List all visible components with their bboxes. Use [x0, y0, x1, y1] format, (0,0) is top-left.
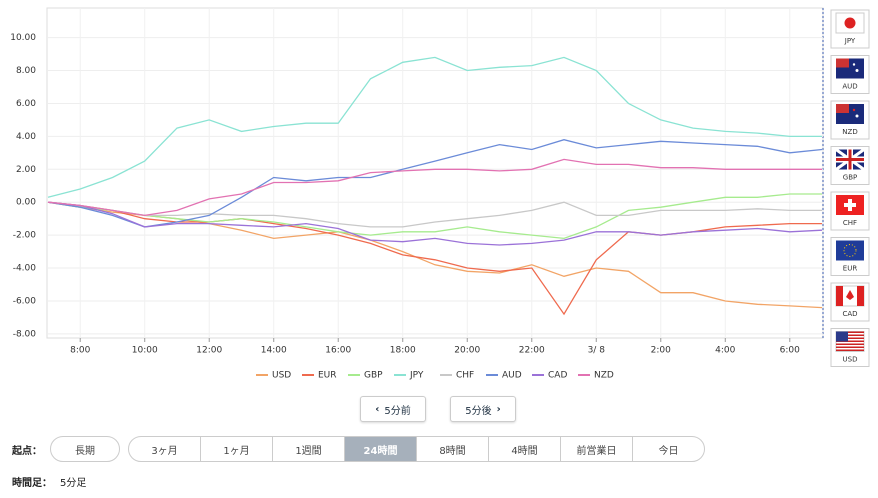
series-line	[47, 139, 823, 228]
flag-part	[836, 158, 864, 161]
series-line	[47, 158, 822, 217]
x-tick-label: 3/ 8	[588, 346, 606, 356]
legend-label: USD	[272, 371, 291, 381]
flag-item[interactable]: CAD	[830, 282, 870, 322]
chart: 10.00 8.00 6.00 4.00 2.00 0.00 -2.00 -4.00 -6.00…	[10, 7, 870, 381]
flag-part	[836, 349, 864, 351]
y-tick-label: 10.00	[10, 33, 36, 43]
series-line	[47, 193, 822, 240]
x-tick-label: 8:00	[70, 346, 90, 356]
series-line	[47, 56, 822, 198]
flag-part	[836, 343, 864, 345]
y-tick-label: 8.00	[16, 66, 36, 76]
flag-part	[852, 63, 856, 66]
flag-part	[836, 334, 864, 336]
flag-label: AUD	[842, 83, 857, 91]
legend-label: JPY	[409, 371, 424, 381]
range-tab[interactable]: 1ヶ月	[200, 436, 273, 462]
legend-label: NZD	[594, 371, 614, 381]
flag-part	[855, 114, 859, 118]
range-tab[interactable]: 長期	[50, 436, 120, 462]
flag-part	[846, 290, 854, 300]
flag-label: CAD	[842, 310, 857, 318]
flag-part	[836, 240, 864, 261]
y-tick-label: -4.00	[13, 264, 37, 274]
legend-label: EUR	[318, 371, 337, 381]
x-tick-label: 16:00	[325, 346, 351, 356]
series-line	[47, 201, 823, 246]
flag-part	[844, 17, 856, 29]
flag-part	[836, 331, 864, 333]
legend-label: GBP	[364, 371, 383, 381]
range-tab[interactable]: 1週間	[272, 436, 345, 462]
y-tick-label: 4.00	[16, 132, 36, 142]
y-tick-label: 0.00	[16, 198, 36, 208]
interval-value: 5分足	[60, 478, 87, 489]
range-label: 起点：	[12, 446, 42, 457]
flag-item[interactable]: GBP	[830, 146, 870, 185]
range-tab[interactable]: 今日	[632, 436, 705, 462]
range-tab[interactable]: 24時間	[344, 436, 417, 462]
flag-item[interactable]: EUR	[830, 237, 870, 276]
range-tab[interactable]: 前営業日	[560, 436, 633, 462]
y-tick-label: -8.00	[13, 329, 37, 339]
flag-part	[844, 203, 856, 207]
plot-area	[46, 7, 824, 339]
y-tick-label: 6.00	[16, 99, 36, 109]
x-tick-label: 6:00	[780, 346, 800, 356]
range-tab[interactable]: 3ヶ月	[128, 436, 201, 462]
flag-part	[836, 58, 849, 68]
x-tick-label: 12:00	[196, 346, 222, 356]
flag-label: GBP	[843, 174, 857, 182]
flag-item[interactable]: JPY	[830, 9, 870, 49]
flag-part	[836, 340, 864, 342]
y-tick-label: -6.00	[13, 296, 37, 306]
flag-item[interactable]: AUD	[830, 55, 870, 94]
y-tick-label: -2.00	[13, 231, 37, 241]
x-tick-label: 18:00	[390, 346, 416, 356]
x-tick-label: 10:00	[132, 346, 158, 356]
flag-label: CHF	[843, 219, 857, 227]
legend-label: CHF	[456, 371, 474, 381]
flag-part	[855, 69, 859, 72]
flag-label: USD	[843, 356, 858, 364]
flag-label: JPY	[844, 37, 856, 45]
series-line	[47, 201, 822, 228]
x-tick-label: 2:00	[651, 346, 671, 356]
flag-item[interactable]: NZD	[830, 100, 870, 140]
legend-label: CAD	[548, 371, 567, 381]
flag-part	[836, 104, 849, 113]
prev-button[interactable]: ‹ 5分前	[360, 396, 426, 422]
flag-part	[836, 337, 864, 339]
flag-part	[836, 331, 848, 342]
next-button[interactable]: 5分後 ›	[450, 396, 516, 422]
x-tick-label: 14:00	[261, 346, 287, 356]
flag-item[interactable]: CHF	[830, 191, 870, 231]
flag-item[interactable]: USD	[830, 328, 870, 367]
flag-part	[857, 286, 864, 306]
x-tick-label: 4:00	[715, 346, 735, 356]
range-tab[interactable]: 4時間	[488, 436, 561, 462]
range-tab[interactable]: 8時間	[416, 436, 489, 462]
flag-part	[836, 346, 864, 348]
flag-part	[836, 286, 843, 306]
interval-label: 時間足：	[12, 478, 52, 489]
legend-label: AUD	[502, 371, 522, 381]
flag-label: NZD	[842, 128, 857, 136]
flag-label: EUR	[843, 265, 858, 273]
next-label: 5分後	[465, 405, 492, 417]
prev-label: 5分前	[384, 405, 411, 417]
y-tick-label: 2.00	[16, 165, 36, 175]
flag-part	[843, 244, 857, 257]
x-tick-label: 22:00	[519, 346, 545, 356]
x-tick-label: 20:00	[454, 346, 480, 356]
flag-part	[852, 108, 856, 112]
